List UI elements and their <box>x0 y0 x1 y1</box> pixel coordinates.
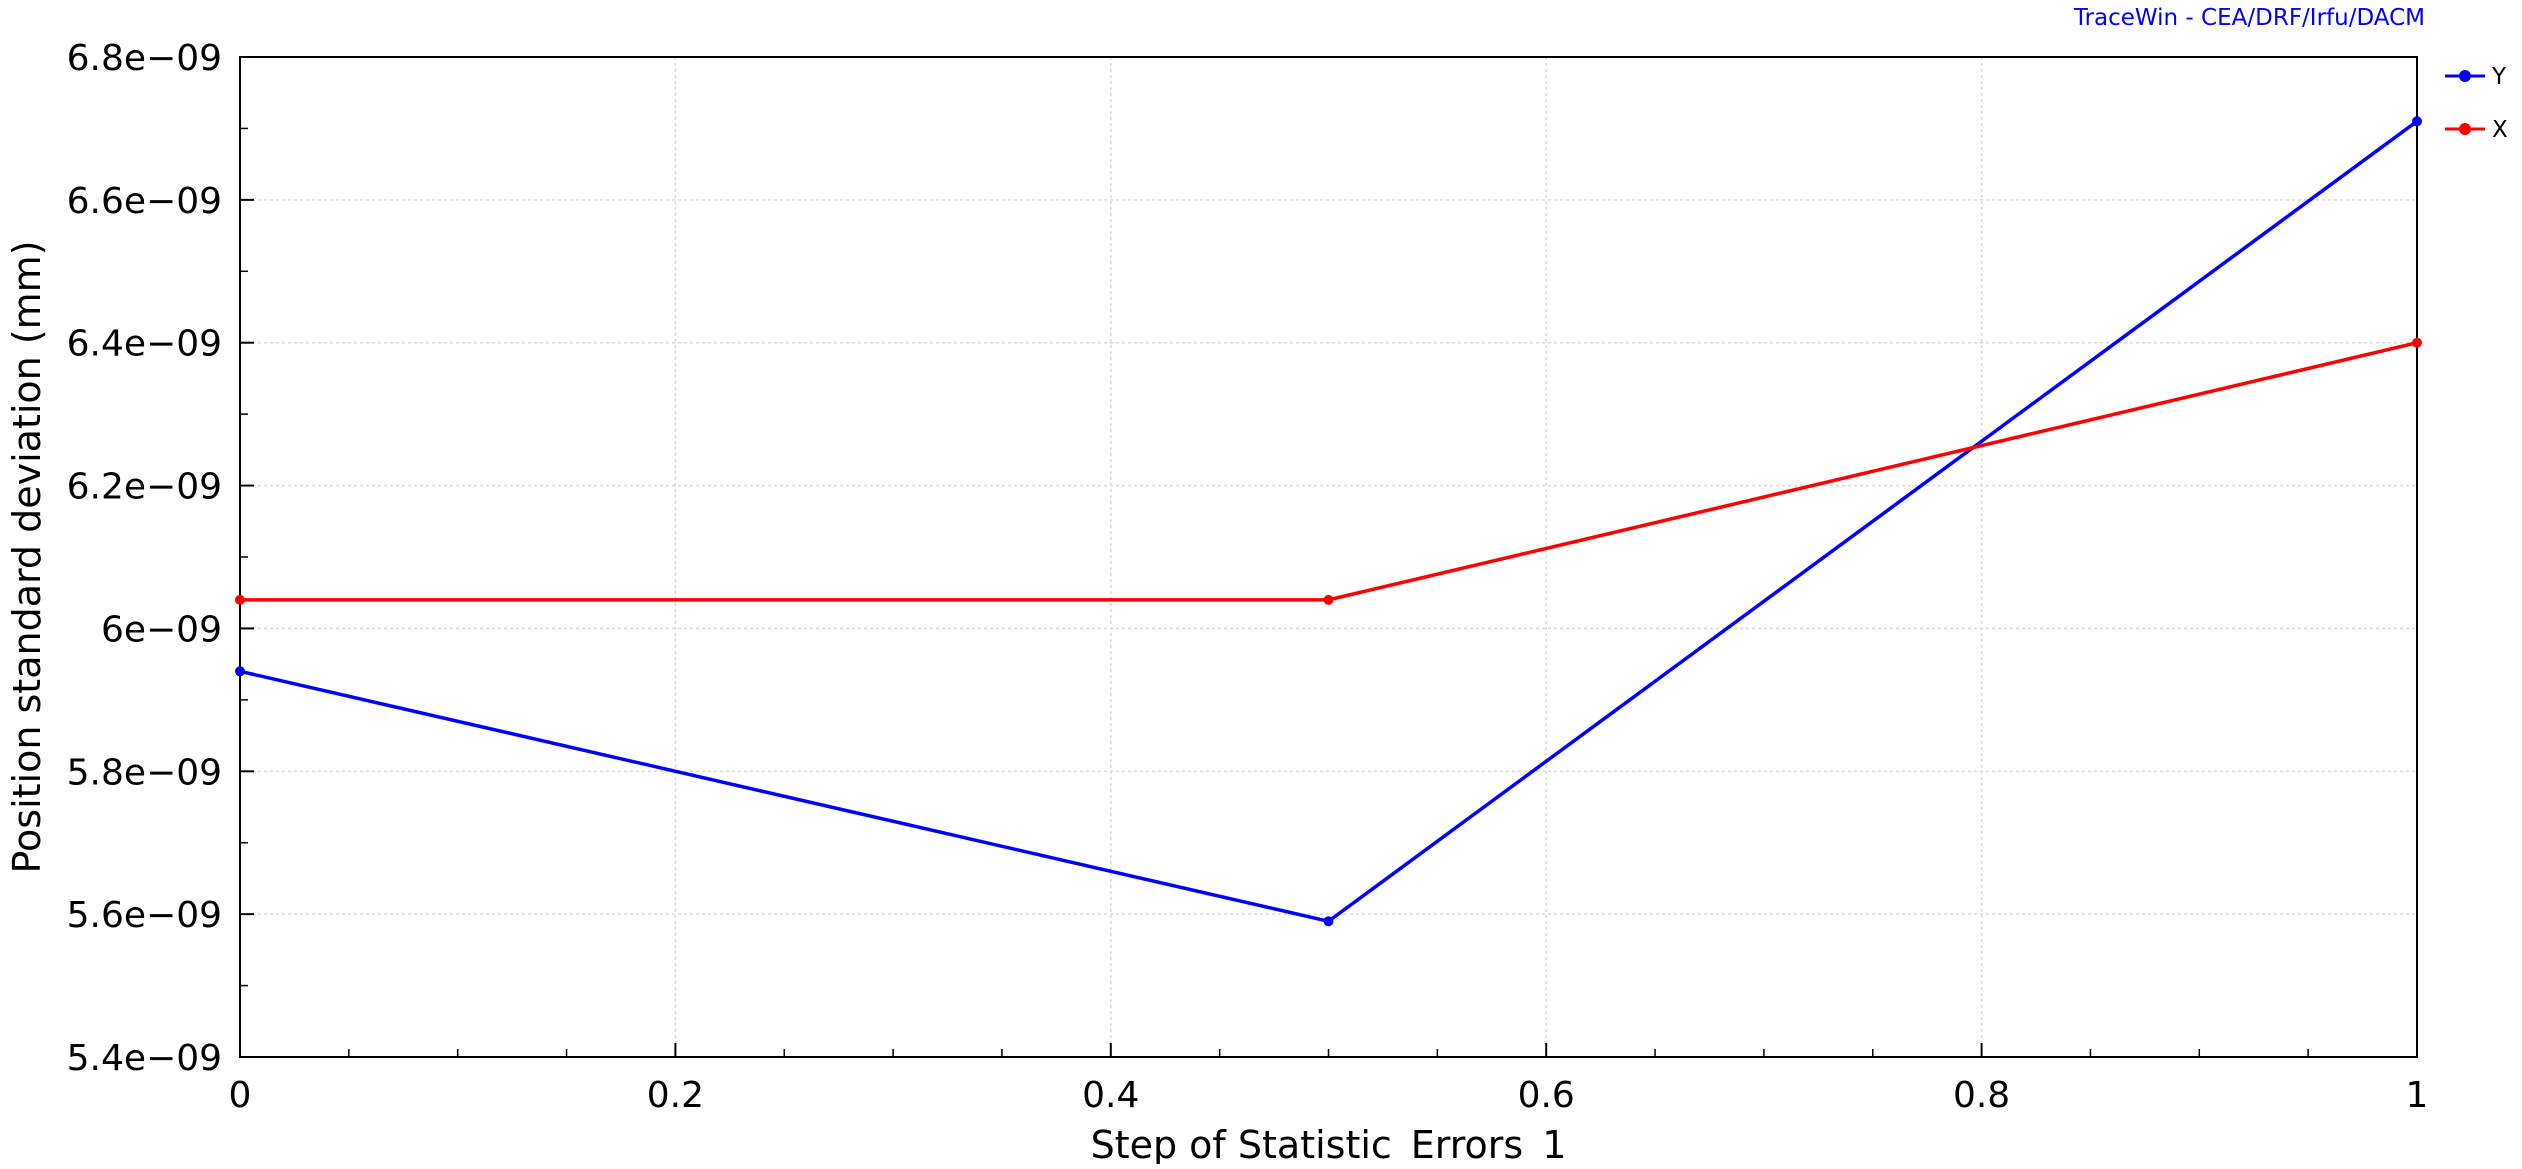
legend: YX <box>2445 64 2508 143</box>
series <box>235 116 2422 927</box>
x-tick-label: 0 <box>229 1075 252 1116</box>
y-tick-label: 6.8e−09 <box>67 38 222 79</box>
data-point-x <box>1323 594 1334 605</box>
x-tick-label: 0.4 <box>1082 1075 1139 1116</box>
legend-label-x: X <box>2492 117 2508 143</box>
x-tick-label: 1 <box>2406 1075 2429 1116</box>
y-tick-label: 6.4e−09 <box>67 324 222 365</box>
y-tick-label: 6.6e−09 <box>67 181 222 222</box>
y-tick-label: 6e−09 <box>101 609 222 650</box>
legend-label-y: Y <box>2491 64 2507 90</box>
data-point-y <box>2412 116 2422 127</box>
grid <box>239 56 2418 1058</box>
series-line-x <box>240 341 2418 602</box>
legend-marker-x <box>2459 123 2471 135</box>
axis-ticks: 0 0.2 0.4 0.6 0.8 1 5.4e−09 5.6e−09 5.8e−09 6e−09… <box>67 38 2429 1116</box>
data-point-x <box>235 594 245 605</box>
y-tick-label: 5.4e−09 <box>67 1038 222 1079</box>
legend-marker-y <box>2459 70 2471 82</box>
data-point-x <box>2412 337 2422 348</box>
y-tick-label: 5.8e−09 <box>67 752 222 793</box>
x-tick-label: 0.8 <box>1953 1075 2010 1116</box>
x-axis-title: Step of Statistic_Errors_1 <box>1091 1123 1567 1164</box>
x-tick-label: 0.6 <box>1518 1075 1575 1116</box>
y-tick-label: 5.6e−09 <box>67 895 222 936</box>
credit-label: TraceWin - CEA/DRF/Irfu/DACM <box>2073 5 2425 31</box>
data-point-y <box>1323 916 1334 927</box>
x-tick-label: 0.2 <box>647 1075 704 1116</box>
plot-frame <box>239 56 2418 1058</box>
y-tick-label: 6.2e−09 <box>67 467 222 508</box>
y-axis-title: Position standard deviation (mm) <box>5 240 49 873</box>
series-line-y <box>239 119 2419 924</box>
data-point-y <box>235 666 245 677</box>
